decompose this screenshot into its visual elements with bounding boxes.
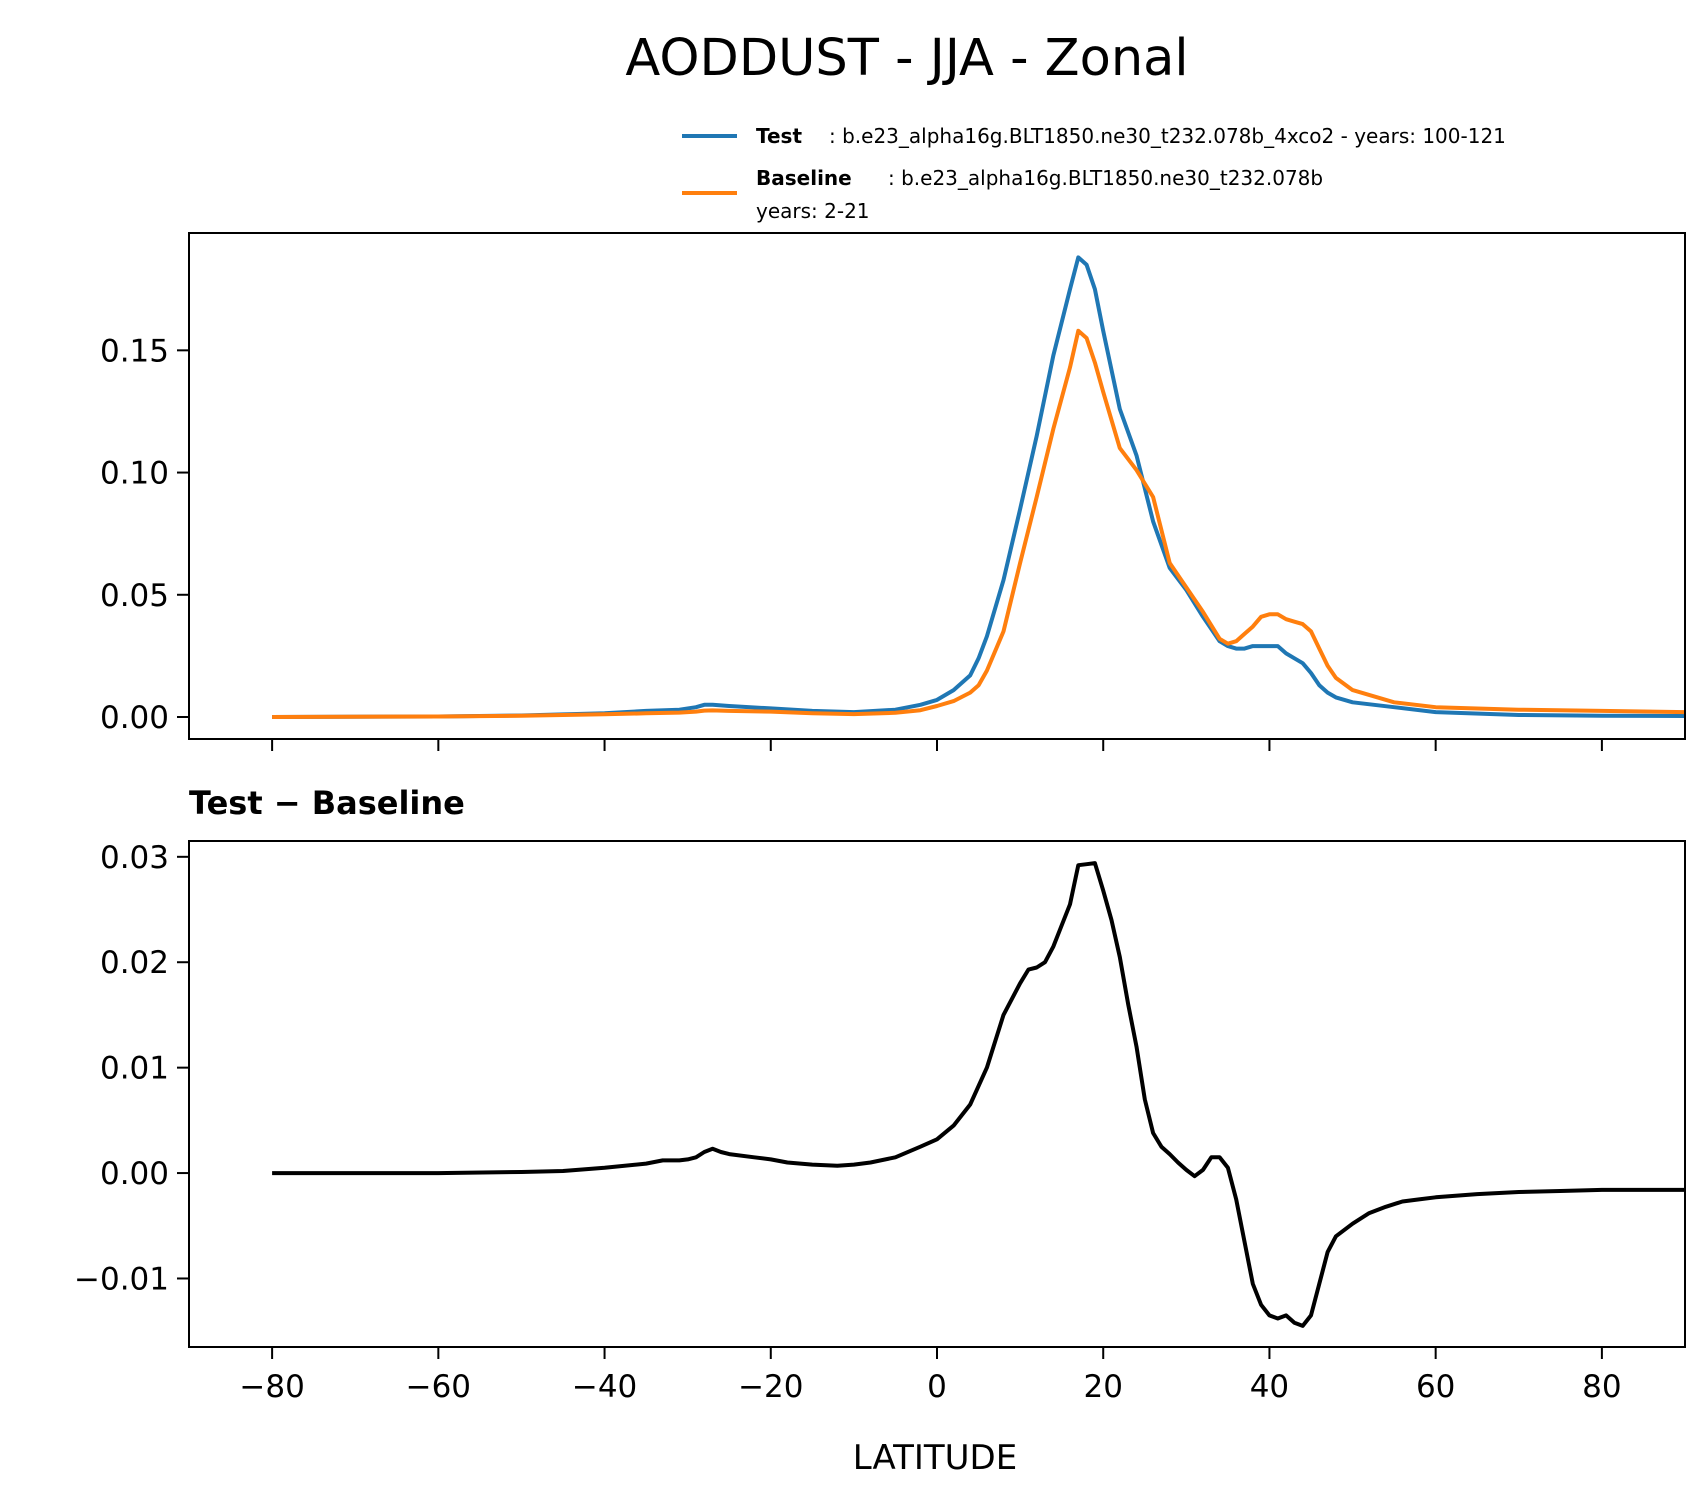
bottom-ytick-label-2: 0.01 <box>100 1051 169 1087</box>
bottom-ytick-label-3: 0.02 <box>100 945 169 981</box>
bottom-ytick-label-4: 0.03 <box>100 840 169 876</box>
top-ytick-label-1: 0.05 <box>100 578 169 614</box>
top-series-line-1 <box>272 328 1686 719</box>
bottom-xtick-label-5: 20 <box>1083 1369 1122 1405</box>
bottom-series-line-0 <box>272 861 1685 1328</box>
bottom-axes: −80 −60 −40 −20 0 20 40 60 80 −0.01 0.00 0.01 0.02 0.… <box>74 840 1686 1405</box>
bottom-xtick-label-7: 60 <box>1416 1369 1455 1405</box>
top-ytick-label-0: 0.00 <box>100 700 169 736</box>
top-axes-frame <box>188 232 1686 740</box>
legend: Test : b.e23_alpha16g.BLT1850.ne30_t232.… <box>682 124 1506 223</box>
legend-baseline-description-2: years: 2-21 <box>756 199 870 223</box>
bottom-xtick-label-8: 80 <box>1582 1369 1621 1405</box>
bottom-axes-frame <box>188 840 1686 1348</box>
bottom-series <box>272 861 1685 1328</box>
top-series <box>272 255 1686 719</box>
diff-panel-title: Test − Baseline <box>189 784 465 822</box>
top-series-line-0 <box>272 255 1686 719</box>
bottom-xtick-label-0: −80 <box>239 1369 304 1405</box>
legend-test-description: : b.e23_alpha16g.BLT1850.ne30_t232.078b_… <box>829 124 1506 148</box>
top-ytick-label-3: 0.15 <box>100 333 169 369</box>
bottom-ytick-label-0: −0.01 <box>74 1261 169 1297</box>
bottom-xtick-label-4: 0 <box>927 1369 947 1405</box>
bottom-xtick-label-6: 40 <box>1250 1369 1289 1405</box>
legend-baseline-label: Baseline <box>756 166 852 190</box>
legend-baseline-description: : b.e23_alpha16g.BLT1850.ne30_t232.078b <box>888 166 1323 190</box>
bottom-ytick-label-1: 0.00 <box>100 1156 169 1192</box>
bottom-xtick-label-1: −60 <box>406 1369 471 1405</box>
top-axes: 0.00 0.05 0.10 0.15 <box>100 232 1686 751</box>
figure-title: AODDUST - JJA - Zonal <box>625 29 1188 88</box>
bottom-xtick-label-3: −20 <box>738 1369 803 1405</box>
bottom-ticks: −80 −60 −40 −20 0 20 40 60 80 −0.01 0.00 0.01 0.02 0.… <box>74 840 1622 1405</box>
legend-test-label: Test <box>756 124 802 148</box>
bottom-xtick-label-2: −40 <box>572 1369 637 1405</box>
x-axis-label: LATITUDE <box>853 1438 1017 1478</box>
top-ticks: 0.00 0.05 0.10 0.15 <box>100 333 1603 751</box>
top-ytick-label-2: 0.10 <box>100 456 169 492</box>
